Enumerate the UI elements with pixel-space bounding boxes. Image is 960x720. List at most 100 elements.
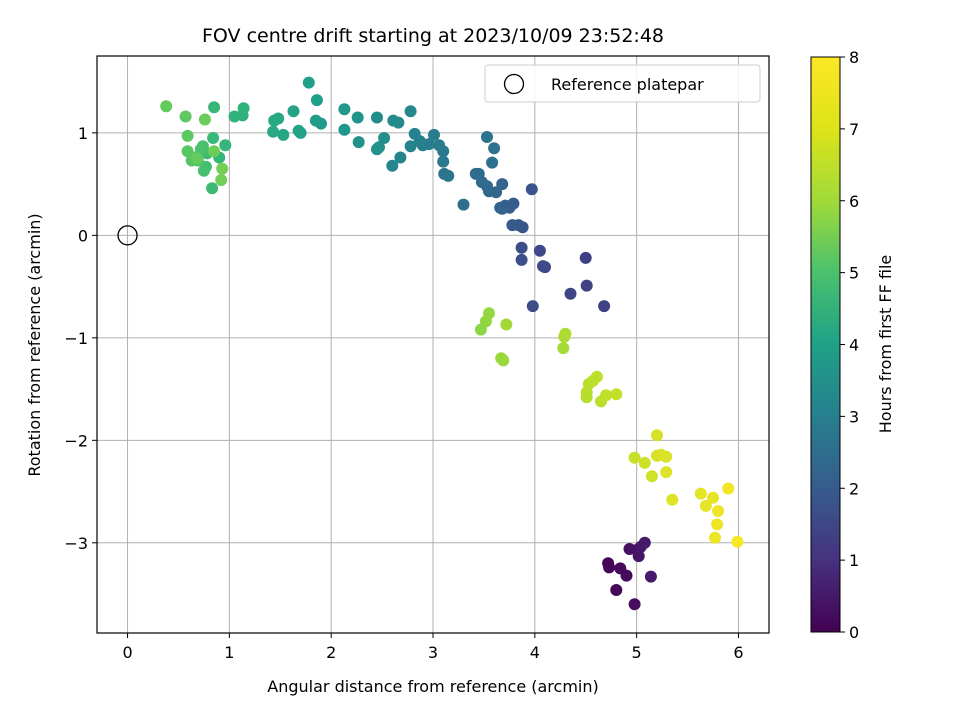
data-point [394,151,407,164]
y-tick-label: −3 [64,534,88,553]
data-point [237,102,250,115]
data-point [404,105,417,118]
data-point [481,131,493,143]
colorbar-tick-label: 1 [849,551,859,570]
colorbar-gradient [810,56,841,633]
data-point [722,482,735,495]
colorbar-tick-label: 0 [849,623,859,642]
data-point [160,100,173,113]
data-point [638,456,651,469]
data-point [694,487,707,500]
data-point [651,429,663,442]
data-point [515,241,528,254]
data-point [437,155,450,168]
data-point [457,198,470,211]
data-point [190,152,203,165]
data-point [371,143,383,156]
y-tick-label: −1 [64,329,88,348]
data-point [181,129,194,142]
x-tick-label: 4 [530,643,540,662]
data-point [386,159,399,172]
data-point [711,518,724,531]
data-point [580,279,593,292]
data-point [628,598,641,611]
grid-lines [97,56,769,633]
data-point [219,139,232,152]
colorbar-tick-label: 3 [849,407,859,426]
data-point [208,145,221,158]
data-point [371,111,383,124]
data-point [590,370,603,383]
data-point [197,164,210,177]
reference-platepar-marker [117,225,138,246]
data-point [378,132,391,144]
data-point [497,354,510,367]
data-point [579,251,592,264]
data-point [494,201,507,214]
data-point [533,244,546,257]
data-point [302,76,315,89]
data-point [310,94,323,107]
data-point [351,111,364,124]
data-point [666,493,679,506]
colorbar-tick-label: 2 [849,479,859,498]
colorbar: 0 1 2 3 4 5 6 7 8 Hours from first FF file [810,48,895,642]
data-point [712,505,725,517]
data-point [620,569,633,582]
data-point [309,114,322,127]
data-points [160,76,744,611]
data-point [179,110,192,123]
data-point [496,178,509,191]
data-point [699,499,712,512]
y-axis-label: Rotation from reference (arcmin) [25,213,44,476]
data-point [731,535,744,548]
data-point [428,128,440,141]
data-point [632,550,645,563]
data-point [438,167,451,180]
x-tick-label: 2 [326,643,336,662]
colorbar-tick-label: 6 [849,192,859,211]
data-point [267,125,280,138]
data-point [486,156,499,169]
colorbar-tick-label: 7 [849,120,859,139]
x-tick-label: 5 [632,643,642,662]
data-point [433,139,446,152]
data-point [292,124,305,137]
data-point [208,101,221,114]
data-point [603,561,616,574]
x-tick-label: 1 [224,643,234,662]
colorbar-tick-label: 8 [849,48,859,67]
x-tick-label: 0 [122,643,132,662]
data-point [483,307,495,320]
data-point [194,143,207,156]
data-point [645,470,658,483]
legend-box [484,64,761,103]
data-point [338,103,351,116]
colorbar-tick-label: 5 [849,264,859,283]
data-point [559,327,572,340]
data-point [707,491,719,504]
data-point [506,219,519,232]
data-point [709,531,721,544]
y-tick-label: −2 [64,431,88,450]
data-point [287,105,300,118]
data-point [206,182,219,195]
data-point [644,570,657,583]
data-point [207,132,220,144]
colorbar-label: Hours from first FF file [876,255,895,434]
data-point [610,584,623,596]
x-tick-label: 3 [428,643,438,662]
data-point [600,389,613,402]
legend: Reference platepar [484,64,761,103]
data-point [660,450,673,463]
data-point [198,113,211,126]
data-point [408,127,421,140]
data-point [500,318,513,331]
data-point [228,110,241,123]
data-point [352,136,365,149]
legend-open-circle-icon [503,73,525,95]
data-point [216,162,229,175]
colorbar-ticks: 0 1 2 3 4 5 6 7 8 [840,48,859,642]
data-point [526,300,539,313]
